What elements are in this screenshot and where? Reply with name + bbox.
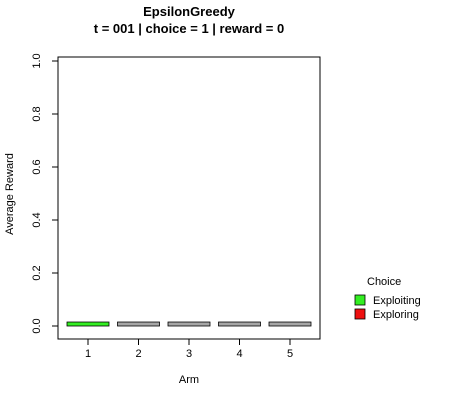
y-tick-label: 1.0 <box>31 53 43 68</box>
legend-swatch-exploring <box>355 309 365 319</box>
x-tick-label: 4 <box>236 348 242 360</box>
legend-items: Exploiting Exploring <box>355 295 421 321</box>
bar-arm-3 <box>168 322 210 326</box>
x-axis: 1 2 3 4 5 <box>85 339 293 360</box>
bar-arm-1 <box>67 322 109 326</box>
chart-subtitle: t = 001 | choice = 1 | reward = 0 <box>94 21 284 36</box>
bar-arm-2 <box>118 322 160 326</box>
x-tick-label: 5 <box>287 348 293 360</box>
x-tick-label: 1 <box>85 348 91 360</box>
x-axis-label: Arm <box>179 374 199 386</box>
legend-label-exploiting: Exploiting <box>373 295 421 307</box>
y-tick-label: 0.2 <box>31 265 43 280</box>
bar-arm-4 <box>219 322 261 326</box>
y-axis: 0.0 0.2 0.4 0.6 0.8 1.0 <box>31 53 58 333</box>
legend-title: Choice <box>367 276 401 288</box>
legend-swatch-exploiting <box>355 295 365 305</box>
legend: Choice Exploiting Exploring <box>355 276 421 321</box>
y-tick-label: 0.0 <box>31 318 43 333</box>
bar-arm-5 <box>269 322 311 326</box>
chart-title: EpsilonGreedy <box>143 4 236 19</box>
x-tick-label: 2 <box>135 348 141 360</box>
x-tick-label: 3 <box>186 348 192 360</box>
y-tick-label: 0.4 <box>31 212 43 227</box>
bars-group <box>67 322 311 326</box>
plot-panel <box>58 57 320 339</box>
legend-label-exploring: Exploring <box>373 309 419 321</box>
y-tick-label: 0.8 <box>31 106 43 121</box>
y-axis-label: Average Reward <box>4 153 16 235</box>
y-tick-label: 0.6 <box>31 159 43 174</box>
